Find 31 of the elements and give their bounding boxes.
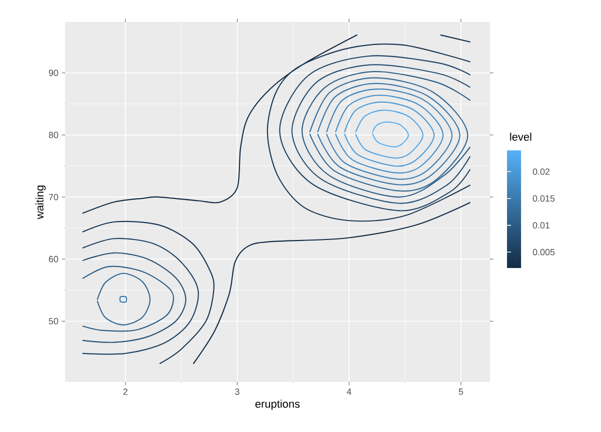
line-series <box>96 272 151 326</box>
y-tick-label: 60 <box>48 256 58 262</box>
y-tick-label: 90 <box>48 70 58 76</box>
color-bar-title: level <box>510 132 532 141</box>
color-bar-label: 0.01 <box>532 222 550 228</box>
line-series <box>266 44 470 222</box>
y-tick-label: 70 <box>48 194 58 200</box>
y-tick-label: 80 <box>48 132 58 138</box>
line-series <box>355 110 424 159</box>
line-series <box>372 121 409 148</box>
x-tick-label: 2 <box>123 388 128 395</box>
y-tick-label: 50 <box>48 318 58 324</box>
line-series <box>344 102 435 167</box>
line-series <box>335 94 444 174</box>
x-tick-label: 4 <box>346 388 352 395</box>
line-series <box>82 220 215 364</box>
x-tick-label: 3 <box>235 388 240 395</box>
color-bar-label: 0.02 <box>532 168 550 175</box>
line-series <box>193 202 470 364</box>
x-axis-title: eruptions <box>255 400 300 410</box>
x-tick-label: 5 <box>458 388 464 395</box>
line-series <box>279 55 470 212</box>
line-series <box>82 266 174 332</box>
line-series <box>82 34 358 214</box>
line-series <box>82 252 186 343</box>
line-series <box>82 238 199 355</box>
line-series <box>317 82 460 186</box>
color-bar-label: 0.005 <box>532 248 555 256</box>
y-axis-title: waiting <box>35 186 46 220</box>
color-bar-label: 0.015 <box>532 195 555 202</box>
line-series <box>326 88 453 180</box>
